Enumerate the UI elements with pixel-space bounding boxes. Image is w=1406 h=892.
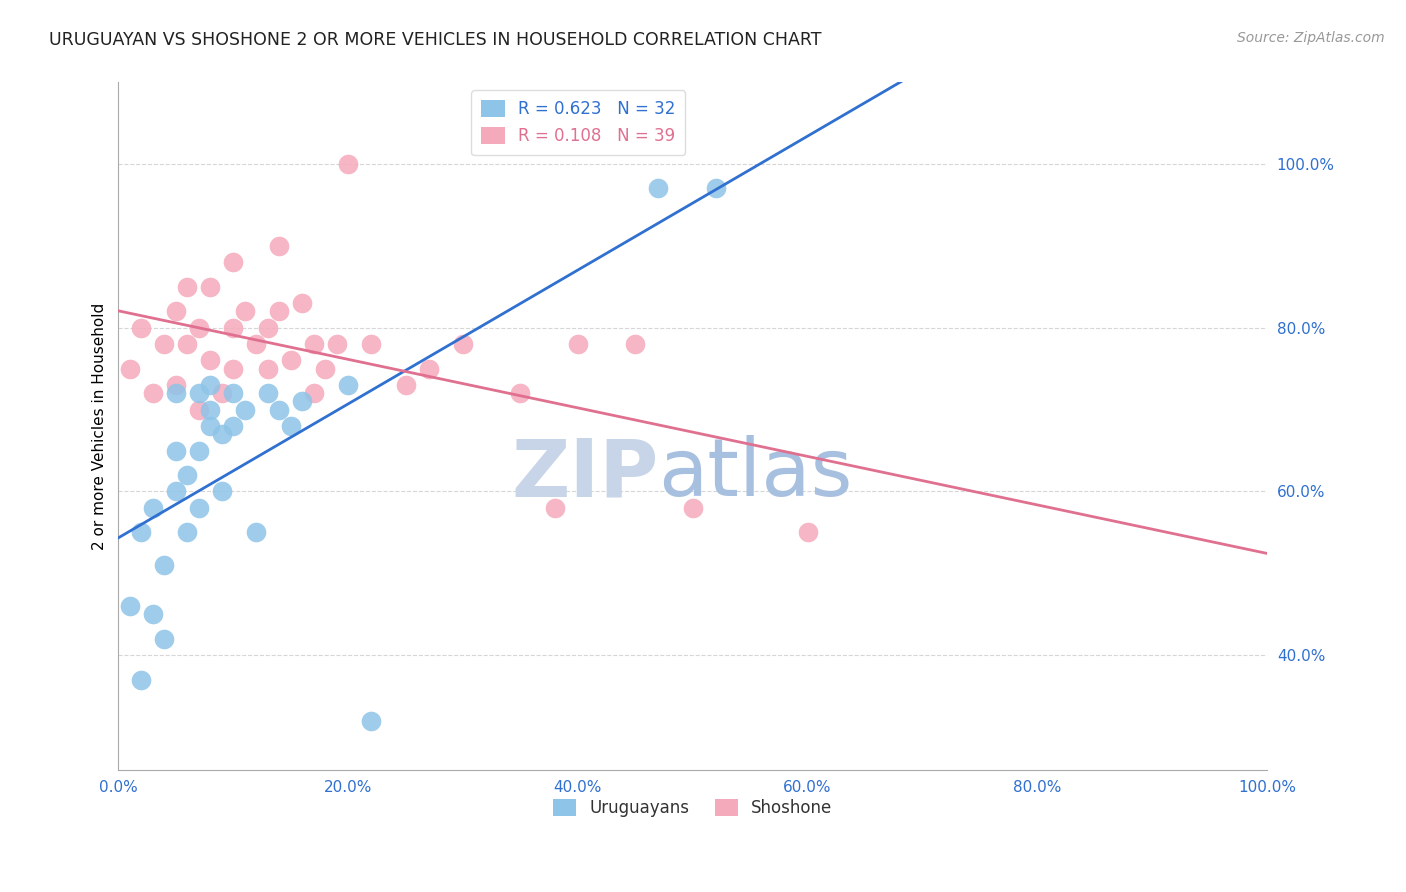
Point: [165, 386, 187, 401]
Point: [360, 337, 382, 351]
Legend: Uruguayans, Shoshone: Uruguayans, Shoshone: [547, 792, 839, 823]
Point: [131, 673, 153, 687]
Text: URUGUAYAN VS SHOSHONE 2 OR MORE VEHICLES IN HOUSEHOLD CORRELATION CHART: URUGUAYAN VS SHOSHONE 2 OR MORE VEHICLES…: [49, 31, 821, 49]
Point: [544, 500, 567, 515]
Point: [200, 402, 222, 417]
Point: [131, 320, 153, 334]
Point: [142, 607, 165, 622]
Point: [211, 427, 233, 442]
Point: [200, 419, 222, 434]
Point: [233, 304, 256, 318]
Text: ZIP: ZIP: [510, 435, 658, 513]
Point: [291, 394, 314, 409]
Point: [165, 304, 187, 318]
Text: Source: ZipAtlas.com: Source: ZipAtlas.com: [1237, 31, 1385, 45]
Point: [256, 361, 278, 376]
Point: [211, 386, 233, 401]
Point: [165, 484, 187, 499]
Point: [131, 525, 153, 540]
Point: [222, 255, 245, 269]
Point: [291, 296, 314, 310]
Point: [187, 402, 209, 417]
Point: [269, 304, 291, 318]
Point: [256, 386, 278, 401]
Point: [302, 386, 325, 401]
Point: [280, 419, 302, 434]
Y-axis label: 2 or more Vehicles in Household: 2 or more Vehicles in Household: [93, 302, 107, 549]
Point: [222, 386, 245, 401]
Point: [176, 468, 198, 483]
Point: [269, 238, 291, 252]
Text: atlas: atlas: [658, 435, 852, 513]
Point: [200, 353, 222, 368]
Point: [165, 443, 187, 458]
Point: [337, 157, 360, 171]
Point: [418, 361, 440, 376]
Point: [187, 443, 209, 458]
Point: [153, 558, 176, 573]
Point: [118, 361, 141, 376]
Point: [245, 337, 267, 351]
Point: [269, 402, 291, 417]
Point: [153, 632, 176, 646]
Point: [222, 320, 245, 334]
Point: [118, 599, 141, 614]
Point: [624, 337, 647, 351]
Point: [187, 386, 209, 401]
Point: [256, 320, 278, 334]
Point: [153, 337, 176, 351]
Point: [360, 714, 382, 728]
Point: [314, 361, 336, 376]
Point: [647, 181, 669, 195]
Point: [451, 337, 474, 351]
Point: [302, 337, 325, 351]
Point: [211, 484, 233, 499]
Point: [142, 386, 165, 401]
Point: [200, 279, 222, 293]
Point: [165, 378, 187, 392]
Point: [176, 279, 198, 293]
Point: [233, 402, 256, 417]
Point: [245, 525, 267, 540]
Point: [704, 181, 727, 195]
Point: [796, 525, 818, 540]
Point: [187, 500, 209, 515]
Point: [176, 337, 198, 351]
Point: [176, 525, 198, 540]
Point: [142, 500, 165, 515]
Point: [567, 337, 589, 351]
Point: [222, 361, 245, 376]
Point: [325, 337, 347, 351]
Point: [280, 353, 302, 368]
Point: [200, 378, 222, 392]
Point: [509, 386, 531, 401]
Point: [682, 500, 704, 515]
Point: [337, 378, 360, 392]
Point: [187, 320, 209, 334]
Point: [394, 378, 416, 392]
Point: [222, 419, 245, 434]
